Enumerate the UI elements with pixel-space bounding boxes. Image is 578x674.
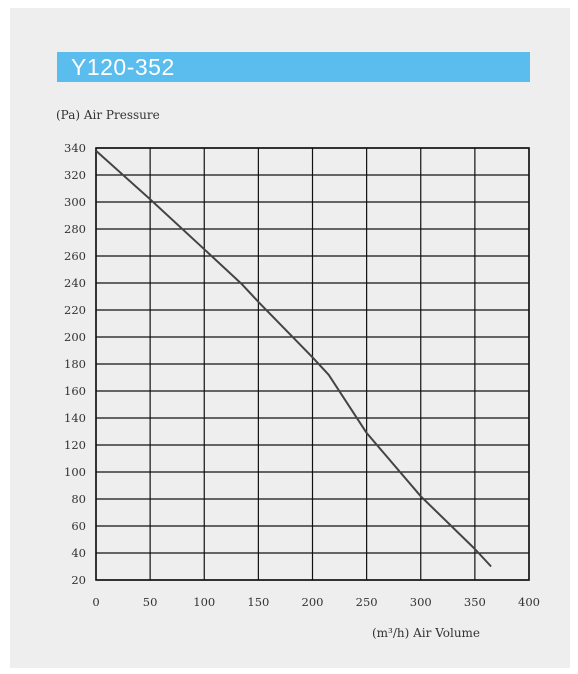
x-tick-label: 100: [193, 595, 215, 609]
y-tick-label: 100: [64, 465, 86, 479]
x-tick-label: 350: [464, 595, 486, 609]
plot-frame: [95, 147, 530, 581]
y-tick-label: 80: [71, 492, 86, 506]
y-tick-label: 240: [64, 276, 86, 290]
y-tick-label: 160: [64, 384, 86, 398]
x-axis-label: (m³/h) Air Volume: [372, 626, 481, 640]
y-tick-label: 260: [64, 249, 86, 263]
x-tick-label: 400: [518, 595, 540, 609]
chart-panel: [10, 8, 570, 668]
y-tick-label: 60: [71, 519, 86, 533]
y-tick-label: 20: [71, 573, 86, 587]
x-tick-label: 250: [356, 595, 378, 609]
x-tick-label: 200: [302, 595, 324, 609]
y-tick-label: 140: [64, 411, 86, 425]
y-tick-label: 180: [64, 357, 86, 371]
x-tick-label: 300: [410, 595, 432, 609]
performance-curve: [95, 149, 492, 568]
y-tick-label: 120: [64, 438, 86, 452]
y-tick-label: 220: [64, 303, 86, 317]
chart-title: Y120-352: [71, 54, 175, 80]
x-tick-label: 50: [143, 595, 158, 609]
x-tick-label: 150: [247, 595, 269, 609]
y-tick-label: 40: [71, 546, 86, 560]
y-tick-label: 320: [64, 168, 86, 182]
y-tick-label: 300: [64, 195, 86, 209]
title-bar: Y120-352: [57, 52, 530, 82]
x-tick-label: 0: [92, 595, 99, 609]
y-tick-label: 280: [64, 222, 86, 236]
y-tick-label: 340: [64, 141, 86, 155]
y-tick-label: 200: [64, 330, 86, 344]
y-axis-label: (Pa) Air Pressure: [56, 108, 160, 122]
